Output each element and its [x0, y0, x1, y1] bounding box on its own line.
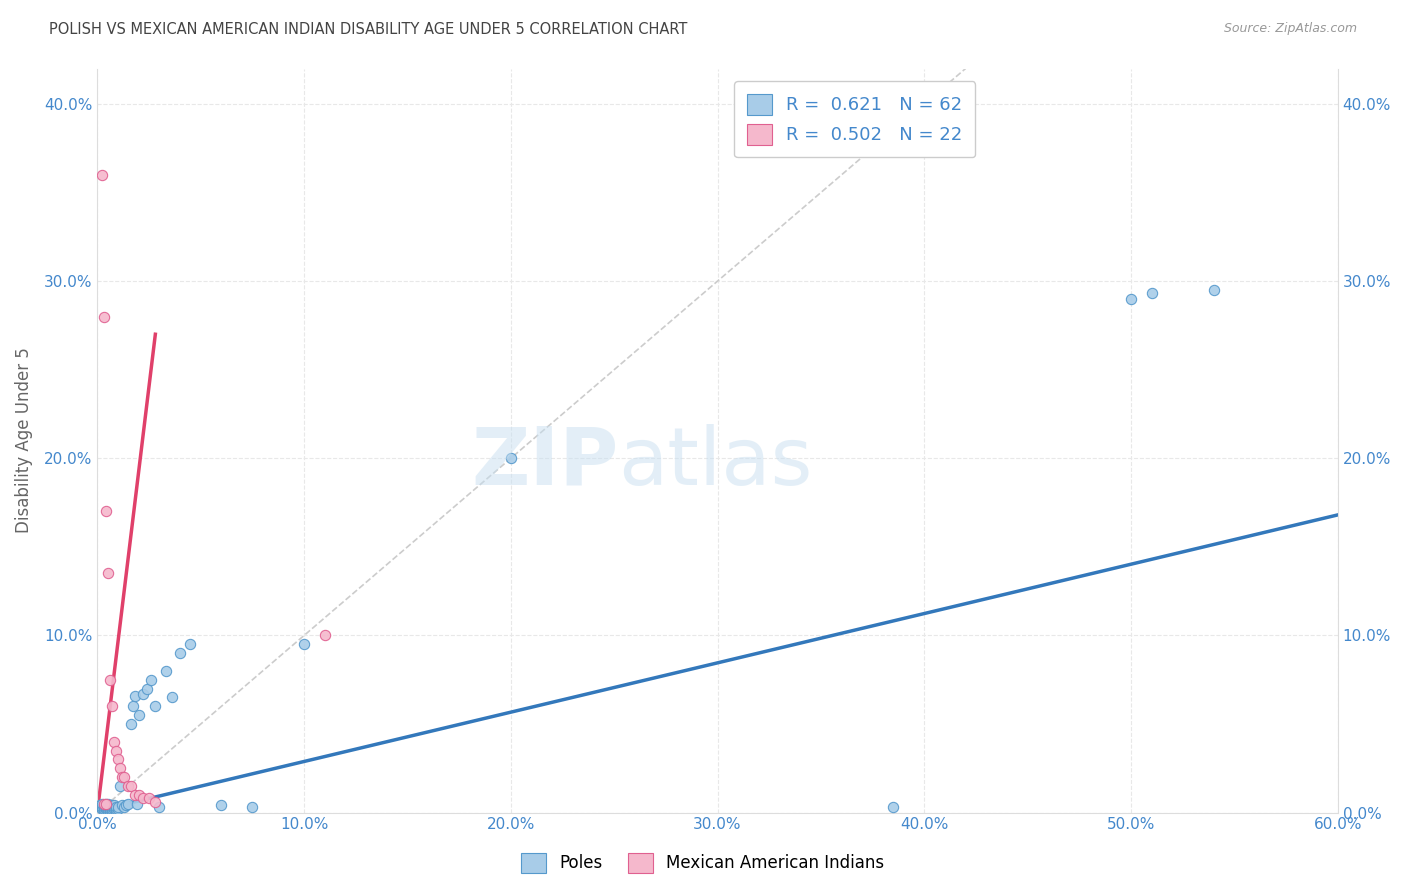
Point: [93, 798, 115, 813]
Point: [90, 797, 112, 811]
Point: [314, 628, 336, 642]
Point: [98, 802, 121, 816]
Point: [108, 779, 131, 793]
Point: [155, 664, 177, 678]
Point: [98, 804, 121, 818]
Point: [143, 795, 166, 809]
Point: [94, 798, 117, 813]
Legend: Poles, Mexican American Indians: Poles, Mexican American Indians: [515, 847, 891, 880]
Point: [105, 802, 128, 816]
Point: [117, 779, 139, 793]
Point: [1202, 283, 1225, 297]
Point: [138, 791, 160, 805]
Point: [132, 687, 155, 701]
Point: [97, 800, 120, 814]
Point: [93, 800, 115, 814]
Point: [121, 699, 143, 714]
Point: [107, 802, 129, 816]
Point: [93, 310, 115, 324]
Point: [108, 761, 131, 775]
Point: [141, 673, 163, 687]
Point: [93, 802, 115, 816]
Point: [124, 689, 146, 703]
Point: [90, 802, 112, 816]
Point: [117, 797, 139, 811]
Point: [143, 699, 166, 714]
Point: [94, 797, 117, 811]
Point: [1140, 286, 1163, 301]
Point: [105, 800, 128, 814]
Point: [94, 800, 117, 814]
Point: [90, 800, 112, 814]
Point: [292, 637, 315, 651]
Text: atlas: atlas: [619, 424, 813, 502]
Point: [148, 800, 170, 814]
Point: [101, 800, 124, 814]
Point: [136, 681, 159, 696]
Point: [98, 798, 121, 813]
Point: [128, 708, 150, 723]
Point: [160, 690, 183, 705]
Point: [107, 752, 129, 766]
Y-axis label: Disability Age Under 5: Disability Age Under 5: [15, 348, 32, 533]
Point: [103, 734, 125, 748]
Point: [111, 798, 134, 813]
Point: [120, 779, 142, 793]
Point: [103, 798, 125, 813]
Point: [882, 800, 904, 814]
Text: POLISH VS MEXICAN AMERICAN INDIAN DISABILITY AGE UNDER 5 CORRELATION CHART: POLISH VS MEXICAN AMERICAN INDIAN DISABI…: [49, 22, 688, 37]
Point: [97, 566, 120, 581]
Text: ZIP: ZIP: [471, 424, 619, 502]
Point: [94, 800, 117, 814]
Point: [125, 797, 148, 811]
Point: [124, 788, 146, 802]
Point: [105, 743, 128, 757]
Point: [112, 800, 135, 814]
Point: [107, 800, 129, 814]
Point: [93, 804, 115, 818]
Point: [90, 168, 112, 182]
Point: [242, 800, 264, 814]
Point: [97, 802, 120, 816]
Point: [211, 798, 233, 813]
Point: [105, 804, 128, 818]
Legend: R =  0.621   N = 62, R =  0.502   N = 22: R = 0.621 N = 62, R = 0.502 N = 22: [734, 81, 976, 157]
Point: [101, 699, 124, 714]
Point: [169, 646, 191, 660]
Point: [94, 797, 117, 811]
Point: [89, 798, 111, 813]
Point: [1119, 292, 1142, 306]
Point: [112, 770, 135, 784]
Point: [97, 797, 120, 811]
Point: [94, 802, 117, 816]
Text: Source: ZipAtlas.com: Source: ZipAtlas.com: [1223, 22, 1357, 36]
Point: [93, 797, 115, 811]
Point: [111, 770, 134, 784]
Point: [101, 804, 124, 818]
Point: [132, 791, 155, 805]
Point: [97, 804, 120, 818]
Point: [179, 637, 201, 651]
Point: [103, 800, 125, 814]
Point: [103, 802, 125, 816]
Point: [128, 788, 150, 802]
Point: [89, 800, 111, 814]
Point: [98, 800, 121, 814]
Point: [115, 798, 138, 813]
Point: [97, 798, 120, 813]
Point: [101, 802, 124, 816]
Point: [120, 717, 142, 731]
Point: [499, 451, 522, 466]
Point: [101, 798, 124, 813]
Point: [94, 504, 117, 518]
Point: [98, 673, 121, 687]
